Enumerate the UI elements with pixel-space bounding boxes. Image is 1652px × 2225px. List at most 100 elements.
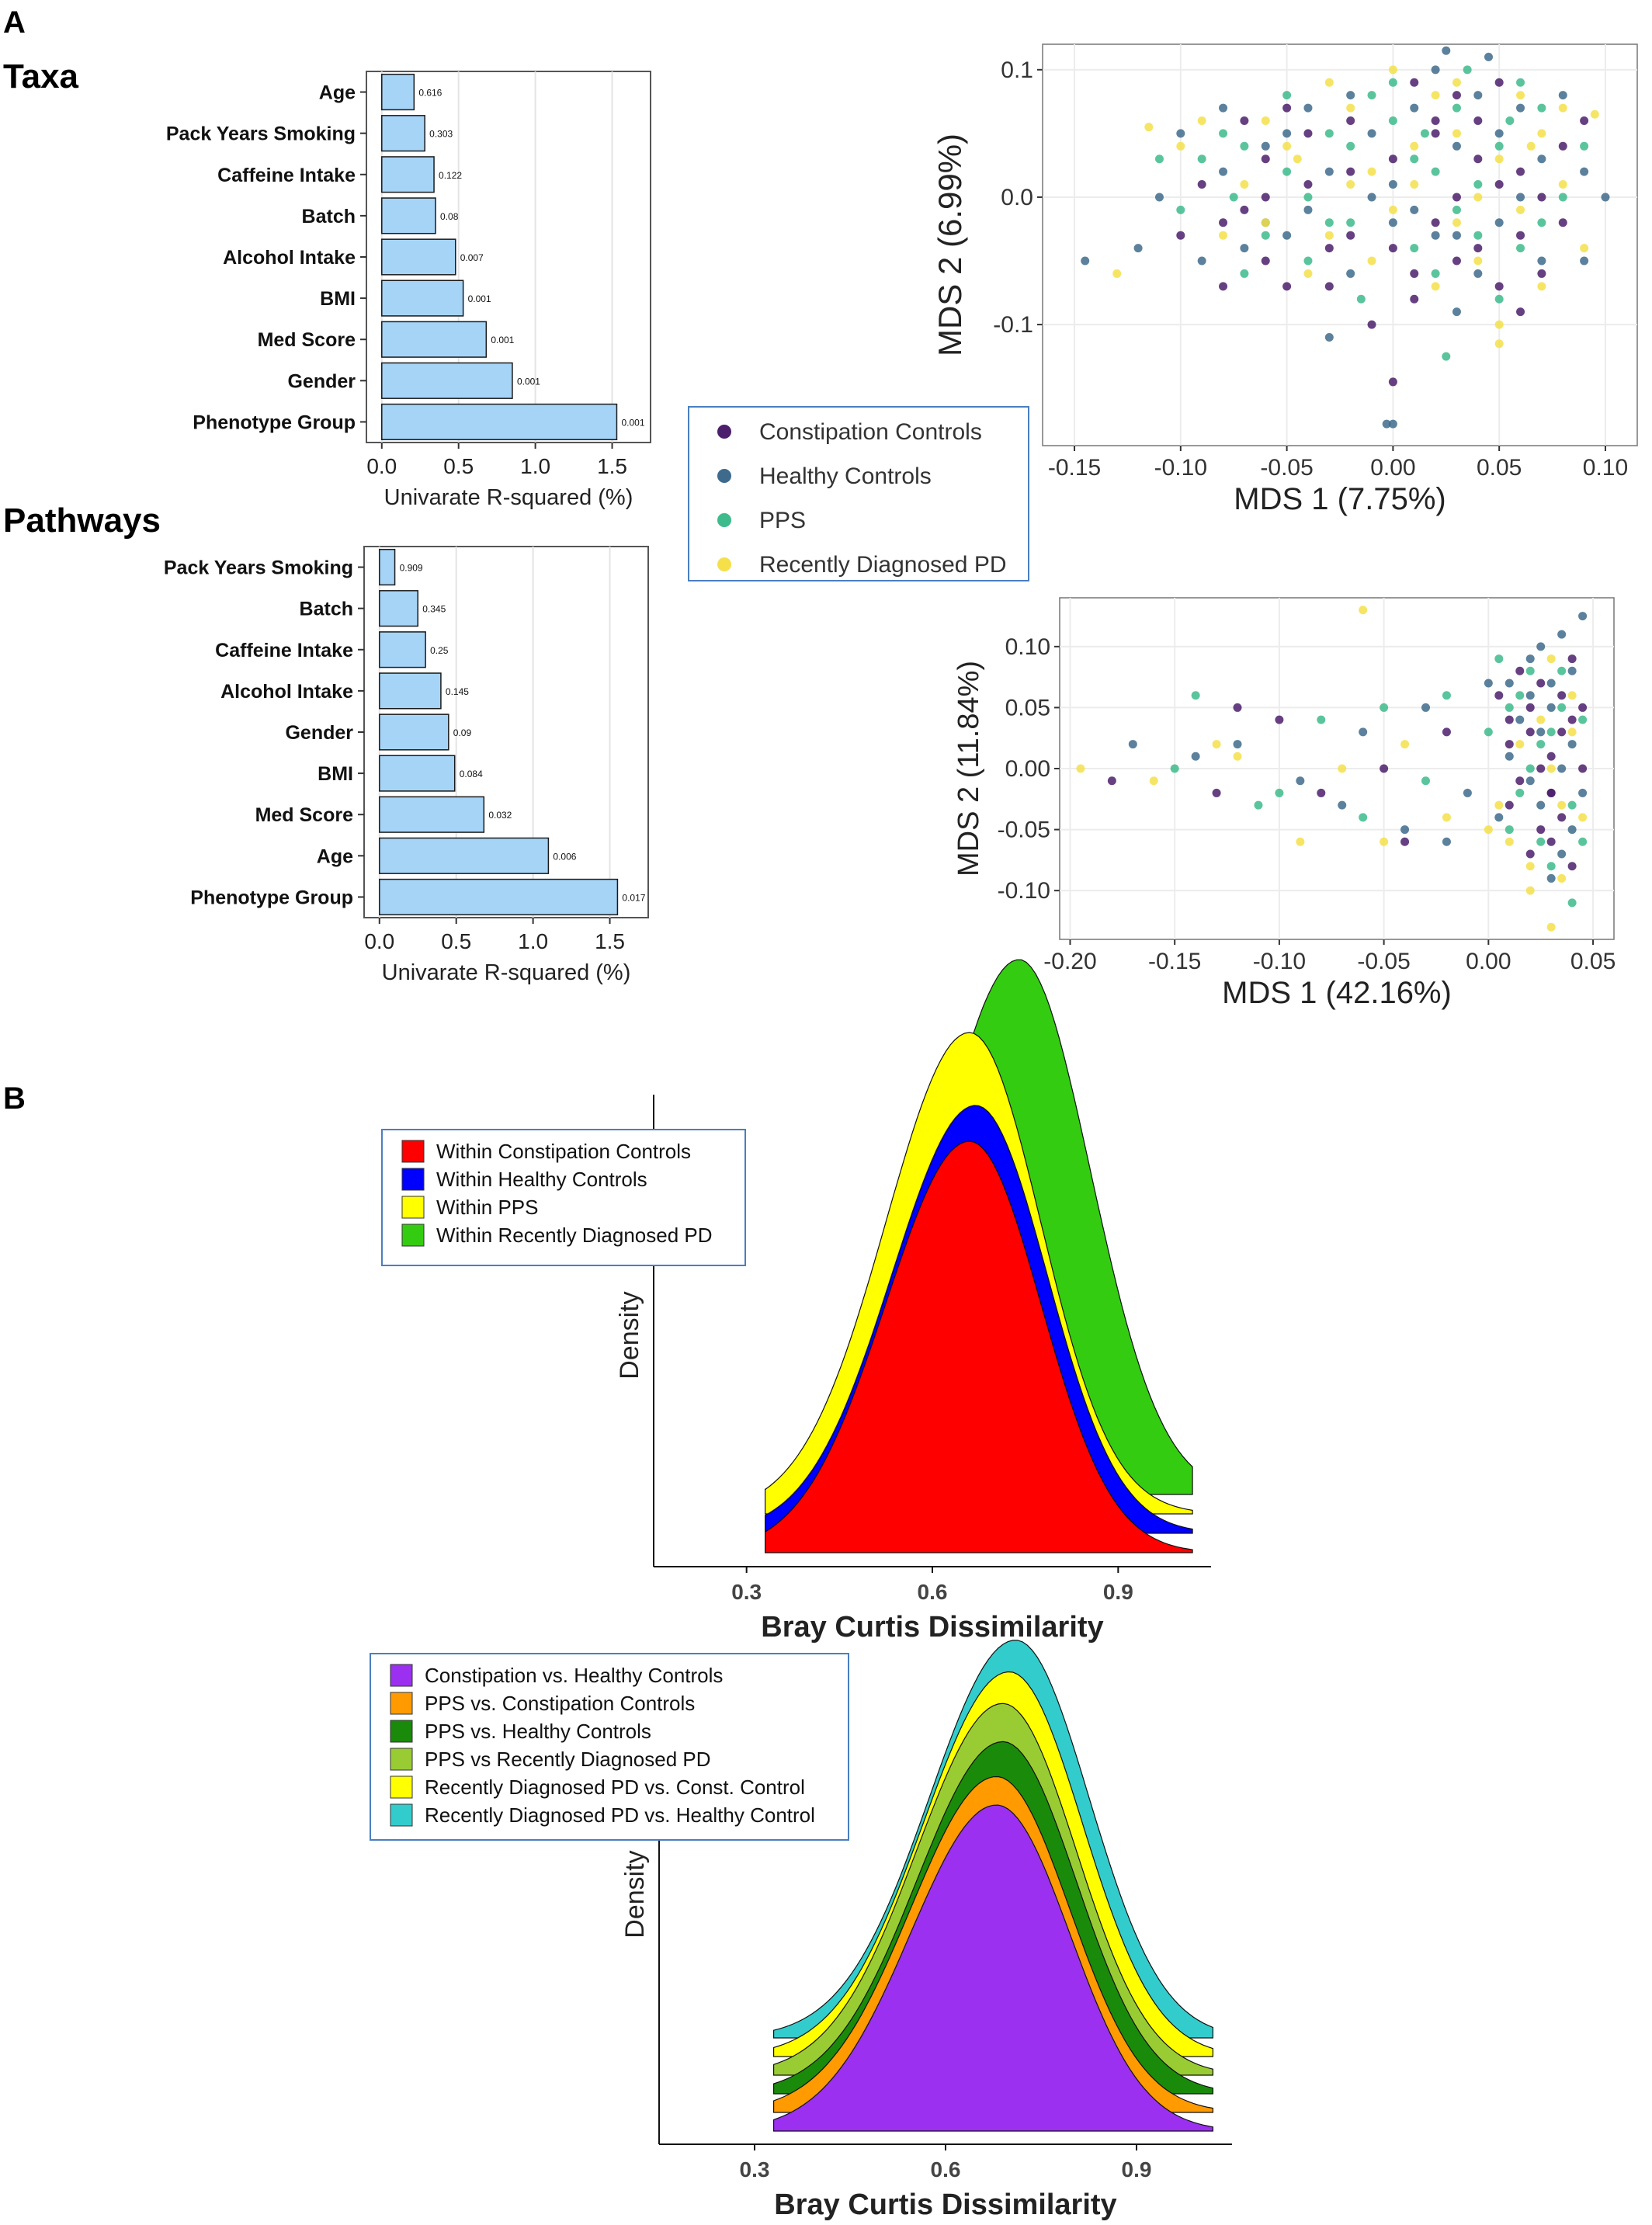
data-label: 0.001 [517, 376, 540, 387]
data-point [1324, 231, 1334, 240]
data-point [1494, 339, 1504, 349]
data-point [1494, 813, 1504, 822]
data-point [1410, 244, 1419, 253]
data-point [1388, 377, 1397, 387]
x-tick-label: 0.00 [1370, 455, 1415, 481]
data-point [1578, 788, 1588, 797]
data-point [1233, 752, 1242, 761]
legend-swatch [390, 1692, 413, 1715]
data-point [1442, 813, 1451, 822]
data-point [1133, 244, 1143, 253]
data-point [1149, 776, 1158, 786]
data-point [1431, 116, 1440, 125]
x-tick-label: 0.5 [441, 929, 471, 953]
data-point [1421, 776, 1431, 786]
data-point [1442, 46, 1451, 55]
legend-marker [717, 513, 731, 527]
data-point [1473, 116, 1483, 125]
data-point [1452, 218, 1461, 227]
data-point [1442, 352, 1451, 361]
data-point [1261, 231, 1270, 240]
data-label: 0.09 [453, 727, 472, 738]
data-point [1346, 116, 1355, 125]
data-point [1504, 800, 1514, 810]
data-point [1504, 740, 1514, 749]
data-label: 0.006 [553, 851, 576, 862]
data-point [1442, 727, 1451, 737]
x-tick-label: 0.9 [1103, 1580, 1133, 1604]
data-point [1197, 180, 1206, 189]
data-point [1494, 218, 1504, 227]
data-point [1452, 129, 1461, 138]
data-point [1388, 65, 1397, 75]
y-axis-label: Density [615, 1291, 644, 1379]
data-point [1546, 654, 1556, 664]
data-point [1367, 129, 1376, 138]
data-point [1240, 244, 1249, 253]
bar [379, 548, 396, 586]
section-title-taxa: Taxa [3, 57, 79, 95]
y-axis-label: MDS 2 (11.84%) [953, 661, 985, 876]
legend-swatch [401, 1196, 425, 1219]
legend-marker [717, 469, 731, 483]
data-point [1494, 800, 1504, 810]
x-axis-label: Bray Curtis Dissimilarity [761, 1611, 1103, 1644]
data-point [1388, 180, 1397, 189]
data-point [1580, 244, 1589, 253]
data-point [1176, 141, 1185, 151]
data-point [1240, 141, 1249, 151]
data-point [1452, 78, 1461, 87]
data-point [1463, 788, 1472, 797]
data-point [1578, 703, 1588, 712]
data-point [1494, 294, 1504, 304]
data-point [1515, 788, 1525, 797]
category-label: Gender [287, 370, 356, 392]
data-point [1324, 167, 1334, 176]
data-label: 0.345 [422, 604, 446, 615]
data-point [1558, 91, 1567, 100]
data-point [1338, 800, 1347, 810]
data-point [1229, 193, 1238, 202]
data-point [1431, 218, 1440, 227]
legend-swatch [390, 1748, 413, 1771]
data-point [1410, 294, 1419, 304]
data-point [1557, 849, 1567, 859]
x-tick-label: 1.0 [520, 454, 550, 478]
data-point [1463, 65, 1472, 75]
data-point [1515, 740, 1525, 749]
data-point [1494, 654, 1504, 664]
x-tick-label: 0.0 [364, 929, 394, 953]
data-point [1452, 256, 1461, 266]
data-point [1388, 218, 1397, 227]
data-label: 0.001 [491, 335, 514, 345]
data-point [1494, 691, 1504, 700]
plot-frame [1042, 43, 1638, 446]
legend-entry: Within PPS [436, 1196, 539, 1219]
legend-marker [717, 425, 731, 439]
data-point [1282, 103, 1292, 113]
data-point [1473, 180, 1483, 189]
data-point [1282, 141, 1292, 151]
data-point [1494, 154, 1504, 164]
data-point [1324, 282, 1334, 291]
data-point [1388, 205, 1397, 214]
legend-box [381, 1129, 746, 1266]
data-point [1536, 679, 1546, 688]
y-tick-label: -0.05 [998, 817, 1050, 843]
data-point [1580, 141, 1589, 151]
bar [379, 590, 418, 627]
data-point [1382, 419, 1391, 429]
data-point [1546, 922, 1556, 932]
data-point [1421, 703, 1431, 712]
data-point [1197, 116, 1206, 125]
legend-swatch [390, 1720, 413, 1743]
category-label: Caffeine Intake [217, 165, 356, 186]
data-point [1515, 715, 1525, 724]
x-tick-label: 0.3 [731, 1580, 762, 1604]
data-point [1346, 103, 1355, 113]
data-point [1504, 679, 1514, 688]
data-point [1431, 65, 1440, 75]
data-point [1367, 91, 1376, 100]
data-point [1516, 103, 1525, 113]
